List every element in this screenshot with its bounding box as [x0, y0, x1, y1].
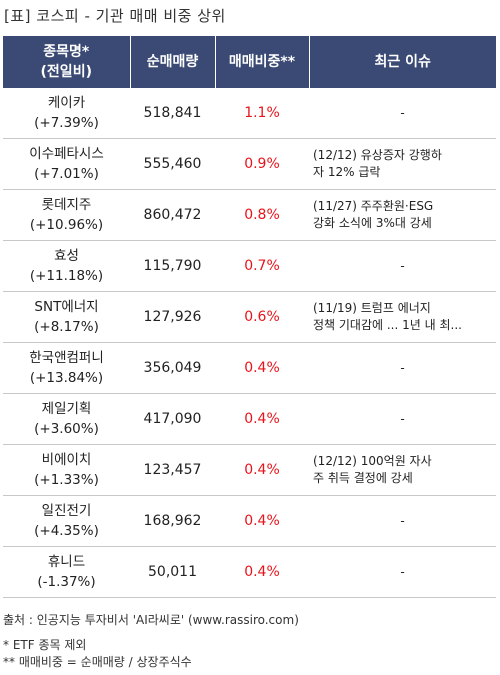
net-volume-cell: 127,926: [130, 291, 215, 343]
column-header-issue-label: 최근 이슈: [374, 54, 431, 70]
trading-ratio-cell: 0.8%: [215, 189, 309, 241]
recent-issue-text: -: [400, 513, 405, 528]
stock-name: SNT에너지: [34, 299, 99, 315]
stock-name: 일진전기: [41, 503, 92, 519]
table-row: SNT에너지 (+8.17%) 127,926 0.6% (11/19) 트럼프 에너지…: [3, 291, 496, 343]
table-body: 케이카 (+7.39%) 518,841 1.1% - 이수페타시스 (+7.01%) 555…: [3, 88, 496, 598]
stock-change: (+1.33%): [34, 472, 99, 488]
net-volume-cell: 518,841: [130, 88, 215, 139]
stock-cell: 이수페타시스 (+7.01%): [3, 138, 130, 190]
stock-name: 롯데지주: [41, 197, 92, 213]
stock-cell: 휴니드 (-1.37%): [3, 546, 130, 598]
stock-cell: 케이카 (+7.39%): [3, 88, 130, 139]
stock-name: 휴니드: [47, 554, 86, 570]
trading-ratio-cell: 0.7%: [215, 240, 309, 292]
recent-issue-cell: (12/12) 100억원 자사 주 취득 결정에 강세: [309, 444, 496, 496]
net-volume-cell: 860,472: [130, 189, 215, 241]
column-header-net-volume: 순매매량: [129, 36, 215, 88]
stock-change: (+4.35%): [34, 523, 99, 539]
net-volume-cell: 123,457: [130, 444, 215, 496]
trading-ratio-cell: 0.6%: [215, 291, 309, 343]
stock-cell: 한국앤컴퍼니 (+13.84%): [3, 342, 130, 394]
footnote-ratio: ** 매매비중 = 순매매량 / 상장주식수: [3, 655, 192, 669]
stock-cell: 일진전기 (+4.35%): [3, 495, 130, 547]
recent-issue-cell: -: [309, 342, 496, 394]
stock-cell: 제일기획 (+3.60%): [3, 393, 130, 445]
recent-issue-cell: (12/12) 유상증자 강행하 자 12% 급락: [309, 138, 496, 190]
trading-ratio-cell: 0.4%: [215, 393, 309, 445]
column-header-net-volume-label: 순매매량: [146, 54, 199, 70]
stock-change: (+13.84%): [29, 370, 104, 386]
stock-change: (-1.37%): [37, 574, 96, 590]
stock-cell: 비에이치 (+1.33%): [3, 444, 130, 496]
stock-change: (+11.18%): [29, 268, 104, 284]
stock-cell: 효성 (+11.18%): [3, 240, 130, 292]
trading-ratio-cell: 0.4%: [215, 495, 309, 547]
column-header-ratio-label: 매매비중**: [228, 54, 296, 70]
stock-change: (+8.17%): [34, 319, 99, 335]
column-header-stock: 종목명* (전일비): [3, 36, 130, 88]
net-volume-cell: 417,090: [130, 393, 215, 445]
net-volume-cell: 50,011: [130, 546, 215, 598]
recent-issue-text: (11/19) 트럼프 에너지 정책 기대감에 ... 1년 내 최...: [313, 301, 462, 332]
source-note: 출처 : 인공지능 투자비서 'AI라씨로' (www.rassiro.com): [3, 613, 299, 627]
table-row: 제일기획 (+3.60%) 417,090 0.4% -: [3, 393, 496, 445]
recent-issue-cell: (11/27) 주주환원·ESG 강화 소식에 3%대 강세: [309, 189, 496, 241]
table-row: 비에이치 (+1.33%) 123,457 0.4% (12/12) 100억원 자사 …: [3, 444, 496, 496]
stock-cell: SNT에너지 (+8.17%): [3, 291, 130, 343]
recent-issue-cell: -: [309, 546, 496, 598]
stock-change: (+7.01%): [34, 166, 99, 182]
stock-change: (+3.60%): [34, 421, 99, 437]
recent-issue-text: -: [400, 105, 405, 120]
table-row: 일진전기 (+4.35%) 168,962 0.4% -: [3, 495, 496, 547]
table-row: 롯데지주 (+10.96%) 860,472 0.8% (11/27) 주주환원·ESG…: [3, 189, 496, 241]
recent-issue-cell: -: [309, 495, 496, 547]
trading-ratio-cell: 0.9%: [215, 138, 309, 190]
stock-cell: 롯데지주 (+10.96%): [3, 189, 130, 241]
trading-ratio-cell: 0.4%: [215, 342, 309, 394]
trading-ratio-table: 종목명* (전일비) 순매매량 매매비중** 최근 이슈 케이카 (+7.39%)…: [3, 36, 496, 598]
recent-issue-text: (12/12) 100억원 자사 주 취득 결정에 강세: [313, 454, 432, 485]
table-row: 이수페타시스 (+7.01%) 555,460 0.9% (12/12) 유상증자 강행…: [3, 138, 496, 190]
net-volume-cell: 168,962: [130, 495, 215, 547]
stock-name: 비에이치: [41, 452, 92, 468]
recent-issue-cell: -: [309, 240, 496, 292]
stock-change: (+7.39%): [34, 115, 99, 131]
table-row: 휴니드 (-1.37%) 50,011 0.4% -: [3, 546, 496, 598]
footnote-etf: * ETF 종목 제외: [3, 638, 87, 652]
page-title: [표] 코스피 - 기관 매매 비중 상위: [4, 7, 226, 25]
net-volume-cell: 555,460: [130, 138, 215, 190]
stock-name: 케이카: [47, 95, 86, 111]
net-volume-cell: 115,790: [130, 240, 215, 292]
recent-issue-text: (12/12) 유상증자 강행하 자 12% 급락: [313, 148, 442, 179]
table-header: 종목명* (전일비) 순매매량 매매비중** 최근 이슈: [3, 36, 496, 88]
recent-issue-text: -: [400, 411, 405, 426]
trading-ratio-cell: 0.4%: [215, 546, 309, 598]
stock-name: 효성: [54, 248, 79, 264]
recent-issue-text: (11/27) 주주환원·ESG 강화 소식에 3%대 강세: [313, 199, 434, 230]
stock-name: 이수페타시스: [29, 146, 104, 162]
recent-issue-cell: -: [309, 88, 496, 139]
stock-name: 제일기획: [41, 401, 92, 417]
table-row: 케이카 (+7.39%) 518,841 1.1% -: [3, 88, 496, 139]
table-row: 한국앤컴퍼니 (+13.84%) 356,049 0.4% -: [3, 342, 496, 394]
column-header-ratio: 매매비중**: [214, 36, 309, 88]
trading-ratio-cell: 1.1%: [215, 88, 309, 139]
stock-change: (+10.96%): [29, 217, 104, 233]
recent-issue-cell: (11/19) 트럼프 에너지 정책 기대감에 ... 1년 내 최...: [309, 291, 496, 343]
recent-issue-cell: -: [309, 393, 496, 445]
column-header-issue: 최근 이슈: [308, 36, 496, 88]
table-row: 효성 (+11.18%) 115,790 0.7% -: [3, 240, 496, 292]
recent-issue-text: -: [400, 258, 405, 273]
net-volume-cell: 356,049: [130, 342, 215, 394]
recent-issue-text: -: [400, 360, 405, 375]
column-header-stock-label: 종목명* (전일비): [40, 44, 92, 80]
stock-name: 한국앤컴퍼니: [29, 350, 104, 366]
trading-ratio-cell: 0.4%: [215, 444, 309, 496]
recent-issue-text: -: [400, 564, 405, 579]
